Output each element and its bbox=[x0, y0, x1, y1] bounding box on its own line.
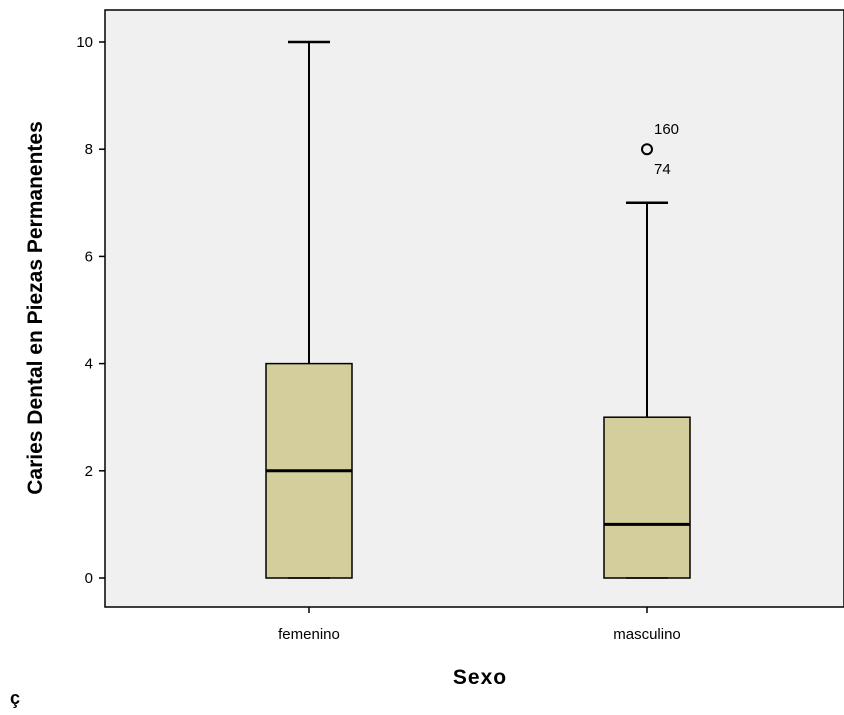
y-tick-label-2: 2 bbox=[85, 463, 93, 480]
y-axis-title: Caries Dental en Piezas Permanentes bbox=[24, 121, 47, 495]
x-tick-label-femenino: femenino bbox=[278, 626, 340, 643]
outlier-label-160: 160 bbox=[654, 121, 679, 138]
y-axis: 0 2 4 6 8 10 bbox=[76, 34, 105, 587]
box-masculino: 160 74 bbox=[603, 121, 691, 579]
y-tick-label-0: 0 bbox=[85, 570, 93, 587]
plot-area bbox=[104, 9, 844, 608]
y-tick-label-8: 8 bbox=[85, 141, 93, 158]
x-axis-title: Sexo bbox=[453, 666, 507, 689]
footnote: ç bbox=[10, 688, 21, 708]
box-rect-masculino bbox=[603, 416, 691, 579]
y-tick-label-4: 4 bbox=[85, 356, 93, 373]
x-axis: femenino masculino bbox=[278, 607, 681, 643]
x-tick-label-masculino: masculino bbox=[613, 626, 681, 643]
outlier-point-masculino bbox=[641, 143, 653, 156]
boxes: 160 74 bbox=[265, 40, 691, 579]
y-tick-label-6: 6 bbox=[85, 248, 93, 265]
outlier-label-74: 74 bbox=[654, 161, 671, 178]
box-femenino bbox=[265, 40, 353, 579]
y-tick-label-10: 10 bbox=[76, 34, 93, 51]
